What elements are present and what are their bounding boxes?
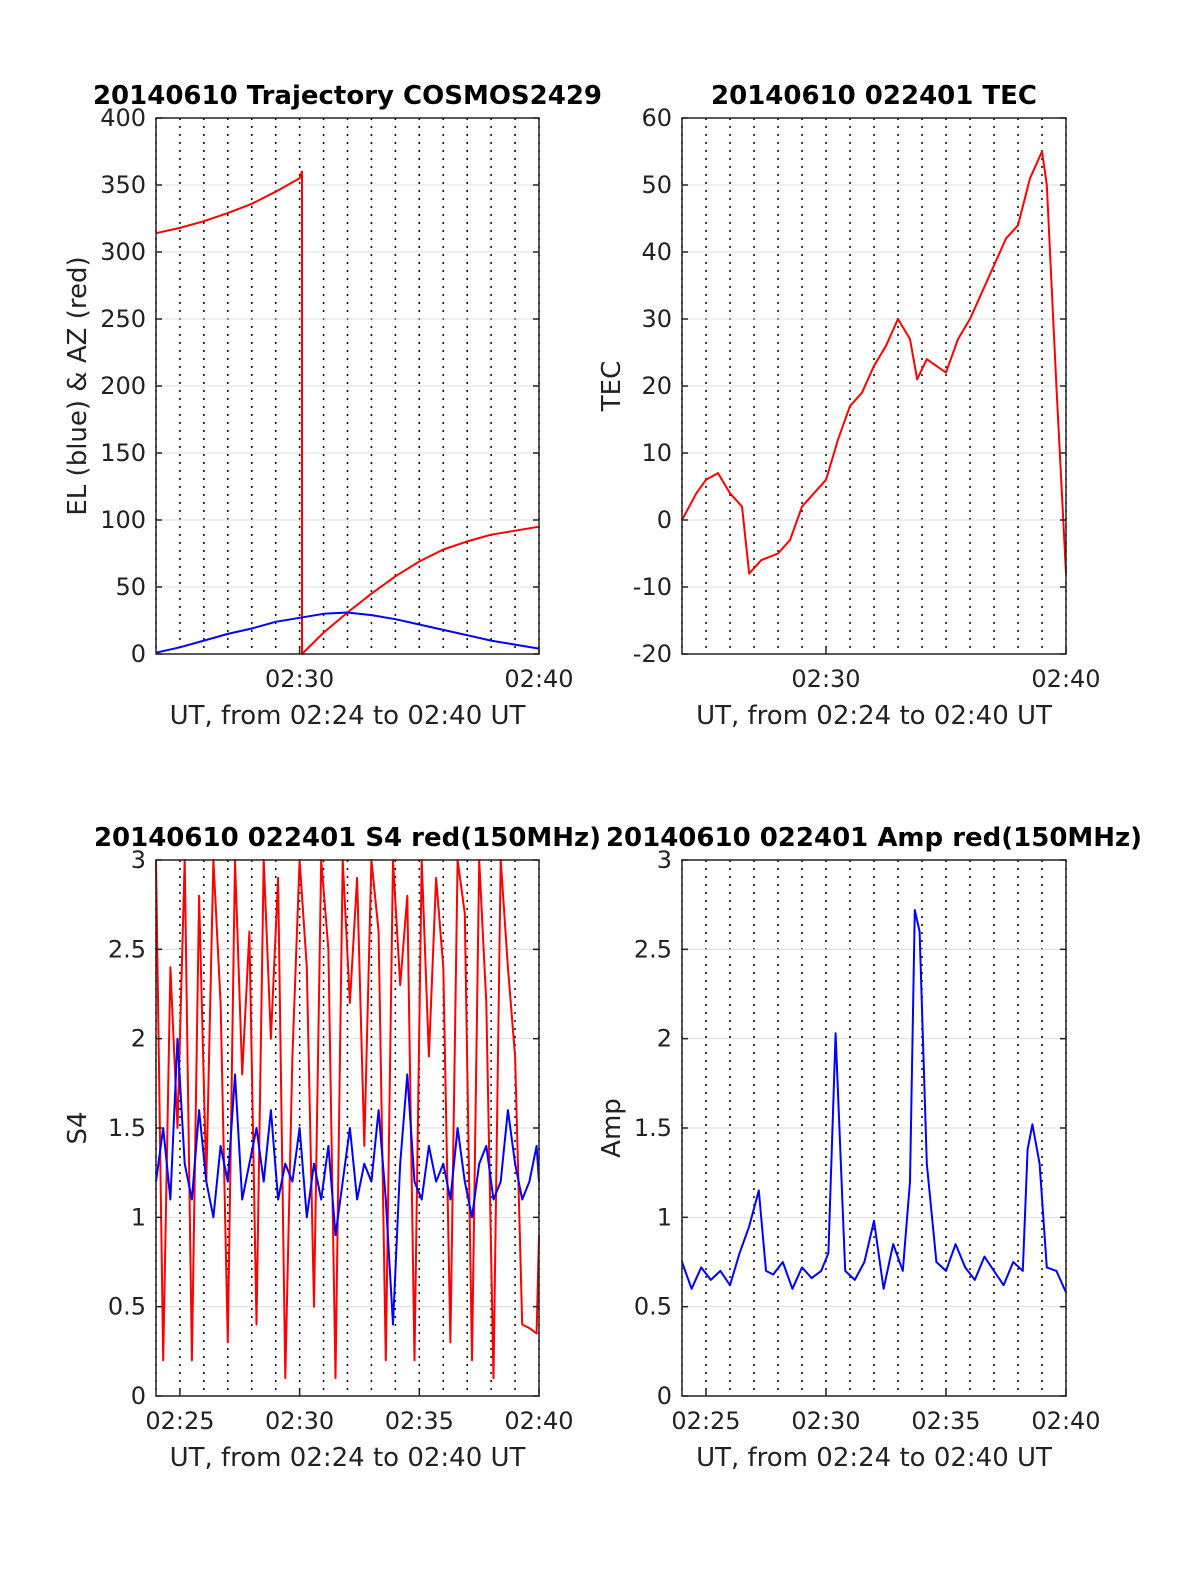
amp-ytick-label: 0 <box>657 1382 672 1410</box>
s4-ytick-label: 1 <box>131 1203 146 1231</box>
trajectory-series-0 <box>155 170 540 655</box>
tec-ytick-label: 10 <box>641 439 672 467</box>
trajectory-series-1 <box>155 611 540 654</box>
amp-xtick-label: 02:30 <box>791 1407 860 1435</box>
amp-series-0 <box>681 909 1067 1293</box>
trajectory-ytick-label: 250 <box>100 305 146 333</box>
s4-xtick-label: 02:40 <box>504 1407 573 1435</box>
s4-ytick-label: 3 <box>131 846 146 874</box>
s4-ytick-label: 2.5 <box>108 935 146 963</box>
tec-ylabel: TEC <box>597 361 627 412</box>
tec-title: 20140610 022401 TEC <box>711 81 1037 111</box>
tec-xlabel: UT, from 02:24 to 02:40 UT <box>696 701 1052 731</box>
trajectory-ylabel: EL (blue) & AZ (red) <box>63 256 93 515</box>
s4-ytick-label: 0.5 <box>108 1293 146 1321</box>
trajectory-ytick-label: 300 <box>100 238 146 266</box>
s4-ytick-label: 0 <box>131 1382 146 1410</box>
tec-xtick-label: 02:40 <box>1031 665 1100 693</box>
amp-ytick-label: 2.5 <box>634 935 672 963</box>
trajectory-ytick-label: 50 <box>115 573 146 601</box>
tec-ytick-label: 40 <box>641 238 672 266</box>
tec-ytick-label: 50 <box>641 171 672 199</box>
tec-ytick-label: 20 <box>641 372 672 400</box>
panel-amp: 0 0.5 1 1.5 2 2.5 3 02:25 02:30 02:35 02:40 2014061… <box>597 823 1142 1473</box>
s4-ytick-label: 2 <box>131 1025 146 1053</box>
amp-ytick-label: 1 <box>657 1203 672 1231</box>
tec-ytick-label: 30 <box>641 305 672 333</box>
amp-ytick-label: 1.5 <box>634 1114 672 1142</box>
tec-series-0 <box>681 150 1067 575</box>
s4-series-1 <box>155 1037 540 1326</box>
s4-xtick-label: 02:35 <box>385 1407 454 1435</box>
tec-xtick-label: 02:30 <box>791 665 860 693</box>
trajectory-xlabel: UT, from 02:24 to 02:40 UT <box>170 701 526 731</box>
s4-xtick-label: 02:30 <box>265 1407 334 1435</box>
trajectory-ytick-label: 350 <box>100 171 146 199</box>
trajectory-ytick-label: 400 <box>100 104 146 132</box>
s4-xtick-label: 02:25 <box>145 1407 214 1435</box>
tec-ytick-label: 60 <box>641 104 672 132</box>
trajectory-xtick-label: 02:30 <box>265 665 334 693</box>
amp-ylabel: Amp <box>597 1098 627 1158</box>
trajectory-title: 20140610 Trajectory COSMOS2429 <box>93 81 602 111</box>
trajectory-ytick-label: 100 <box>100 506 146 534</box>
amp-ytick-label: 0.5 <box>634 1293 672 1321</box>
tec-ytick-label: -20 <box>633 640 672 668</box>
s4-xlabel: UT, from 02:24 to 02:40 UT <box>170 1443 526 1473</box>
amp-xtick-label: 02:35 <box>911 1407 980 1435</box>
amp-xtick-label: 02:25 <box>671 1407 740 1435</box>
amp-ytick-label: 2 <box>657 1025 672 1053</box>
panel-tec: -20 -10 0 10 20 30 40 50 60 02:30 02:40 20140610 02… <box>597 81 1101 731</box>
panel-trajectory: 0 50 100 150 200 250 300 350 400 02:30 02:40 201406… <box>63 81 602 731</box>
trajectory-xtick-label: 02:40 <box>504 665 573 693</box>
trajectory-ytick-label: 200 <box>100 372 146 400</box>
amp-title: 20140610 022401 Amp red(150MHz) <box>606 823 1142 853</box>
amp-xtick-label: 02:40 <box>1031 1407 1100 1435</box>
s4-ytick-label: 1.5 <box>108 1114 146 1142</box>
tec-ytick-label: 0 <box>657 506 672 534</box>
trajectory-ytick-label: 0 <box>131 640 146 668</box>
trajectory-ytick-label: 150 <box>100 439 146 467</box>
panel-s4: 0 0.5 1 1.5 2 2.5 3 02:25 02:30 02:35 02:40 2014061… <box>63 823 601 1473</box>
s4-title: 20140610 022401 S4 red(150MHz) <box>94 823 601 853</box>
tec-ytick-label: -10 <box>633 573 672 601</box>
s4-ylabel: S4 <box>63 1111 93 1144</box>
amp-ytick-label: 3 <box>657 846 672 874</box>
amp-xlabel: UT, from 02:24 to 02:40 UT <box>696 1443 1052 1473</box>
